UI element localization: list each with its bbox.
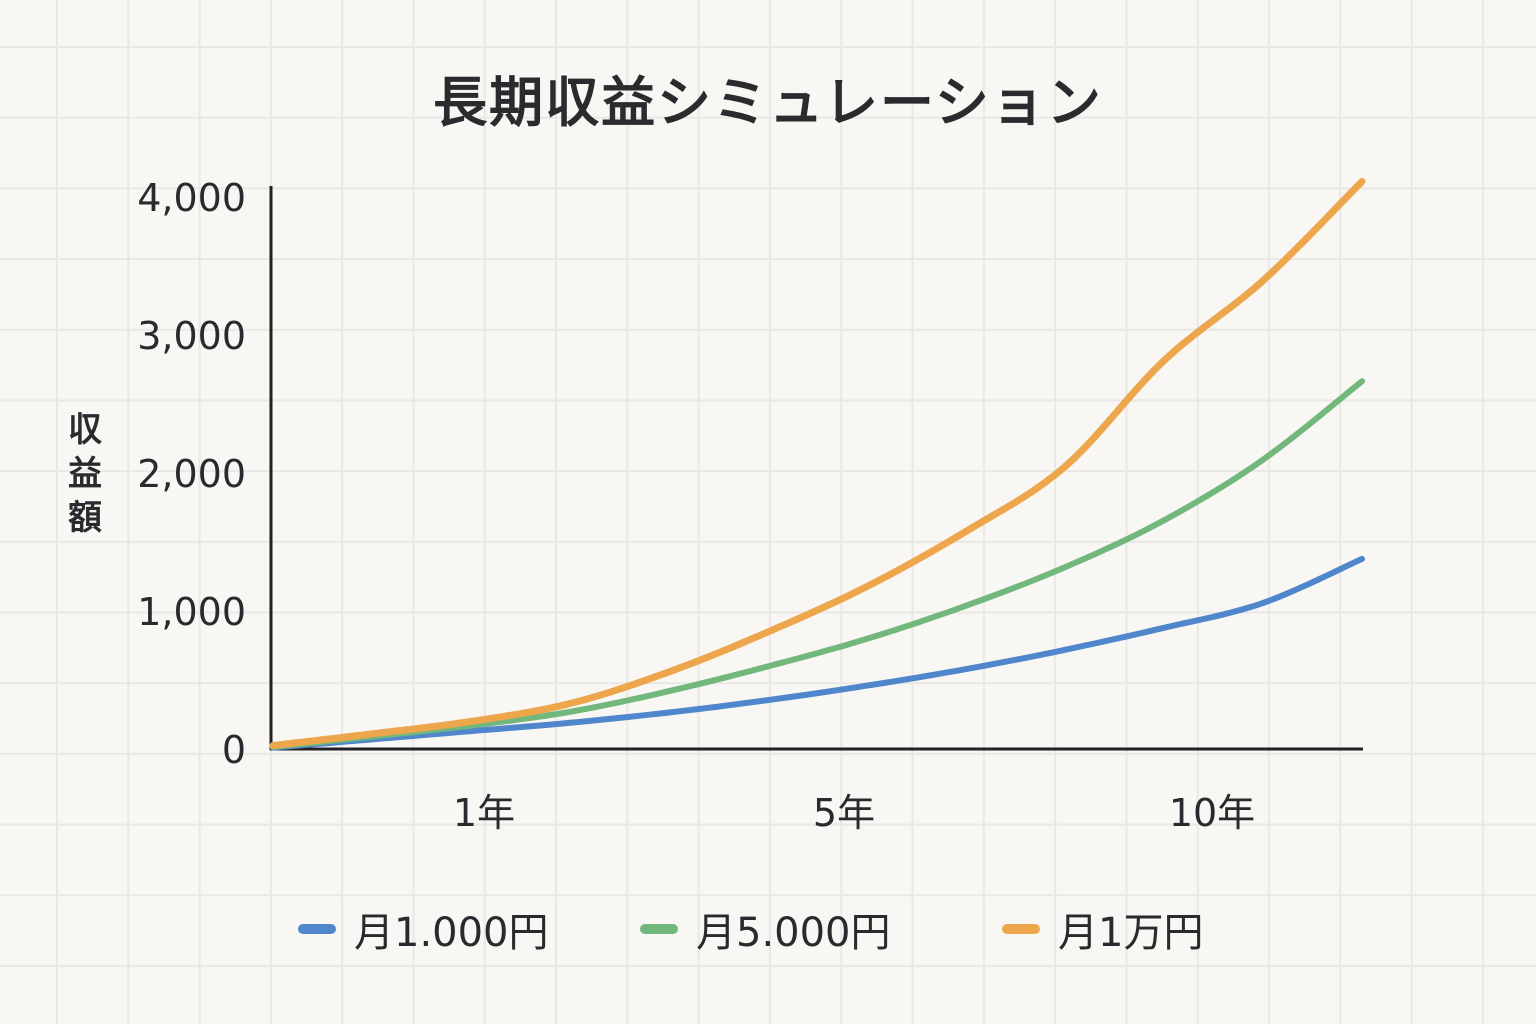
chart-title: 長期収益シミュレーション <box>433 71 1103 134</box>
y-axis-label: 収益額 <box>68 410 102 538</box>
series-line-1000-yen <box>270 555 1365 751</box>
x-tick-1-year: 1年 <box>452 791 516 835</box>
legend: 月1.000円 月5.000円 月1万円 <box>0 900 1536 960</box>
y-tick-2000: 2,000 <box>137 452 246 496</box>
y-tick-0: 0 <box>221 728 246 772</box>
legend-label: 月1.000円 <box>354 910 549 956</box>
legend-item-5000-yen: 月5.000円 <box>640 900 891 958</box>
series-line-5000-yen <box>270 378 1365 750</box>
legend-item-1000-yen: 月1.000円 <box>298 900 549 958</box>
legend-label: 月1万円 <box>1058 910 1204 956</box>
legend-item-10000-yen: 月1万円 <box>1002 900 1203 958</box>
y-tick-4000: 4,000 <box>137 176 246 220</box>
x-tick-5-years: 5年 <box>812 791 876 835</box>
y-tick-1000: 1,000 <box>137 590 246 634</box>
legend-swatch-green <box>640 924 678 934</box>
y-tick-3000: 3,000 <box>137 314 246 358</box>
series-line-10000-yen <box>269 178 1366 750</box>
legend-label: 月5.000円 <box>696 910 891 956</box>
legend-swatch-orange <box>1002 924 1040 934</box>
x-tick-10-years: 10年 <box>1168 791 1256 835</box>
legend-swatch-blue <box>298 924 336 934</box>
